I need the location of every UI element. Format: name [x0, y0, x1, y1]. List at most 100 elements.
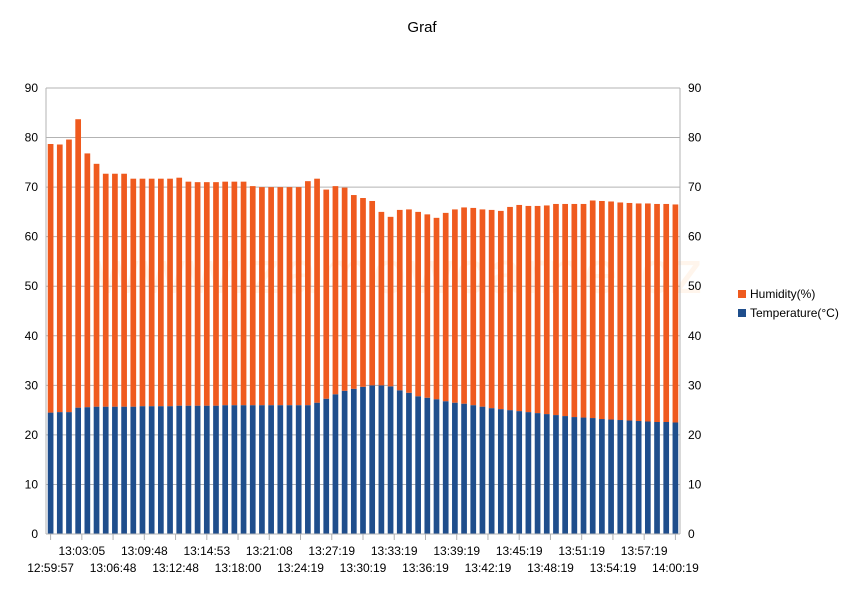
bar-temperature: [213, 405, 219, 534]
y-tick-label-left: 10: [25, 477, 39, 491]
bar-humidity: [608, 201, 614, 420]
bar-temperature: [369, 385, 376, 534]
bar-temperature: [139, 406, 146, 534]
legend-label-temperature: Temperature(°C): [750, 305, 839, 320]
bar-humidity: [635, 203, 642, 422]
y-tick-label-right: 20: [688, 428, 702, 442]
bar-temperature: [314, 402, 320, 534]
bar-temperature: [663, 422, 670, 534]
bar-humidity: [479, 209, 486, 407]
bar-temperature: [424, 397, 431, 534]
bar-temperature: [47, 412, 54, 534]
bar-temperature: [534, 413, 541, 534]
bar-temperature: [589, 418, 596, 534]
bar-humidity: [66, 139, 72, 413]
legend: Humidity(%) Temperature(°C): [738, 284, 839, 322]
x-tick-label: 13:42:19: [465, 561, 512, 575]
bar-humidity: [525, 205, 532, 413]
y-tick-label-left: 0: [31, 527, 38, 541]
y-tick-label-right: 60: [688, 230, 702, 244]
bar-humidity: [424, 214, 431, 398]
x-tick-label: 14:00:19: [652, 561, 699, 575]
bar-temperature: [516, 411, 523, 534]
bar-humidity: [158, 178, 164, 407]
x-tick-label: 13:33:19: [371, 544, 418, 558]
y-tick-label-right: 50: [688, 279, 702, 293]
bar-humidity: [470, 207, 477, 406]
y-tick-label-left: 80: [25, 131, 39, 145]
bar-temperature: [231, 405, 238, 534]
bar-temperature: [654, 422, 660, 534]
bar-humidity: [259, 187, 265, 406]
bar-humidity: [332, 186, 339, 395]
bar-humidity: [654, 203, 660, 423]
bar-temperature: [259, 405, 265, 534]
x-tick-label: 13:39:19: [433, 544, 480, 558]
legend-swatch-temperature: [738, 308, 746, 317]
bar-humidity: [406, 209, 412, 393]
bar-temperature: [608, 419, 614, 534]
bar-humidity: [369, 200, 376, 386]
bar-humidity: [47, 143, 54, 413]
bar-humidity: [461, 207, 467, 404]
x-tick-label: 13:18:00: [215, 561, 262, 575]
bar-temperature: [525, 412, 532, 534]
bar-humidity: [249, 186, 256, 406]
bar-temperature: [580, 417, 587, 534]
bar-humidity: [305, 181, 311, 406]
bar-humidity: [314, 178, 320, 403]
bar-humidity: [286, 187, 293, 406]
bar-temperature: [56, 412, 63, 534]
bar-humidity: [599, 200, 605, 420]
x-tick-label: 12:59:57: [27, 561, 74, 575]
bar-humidity: [130, 178, 137, 407]
bar-humidity: [589, 200, 596, 419]
bar-temperature: [176, 405, 183, 534]
bar-humidity: [139, 178, 146, 407]
bar-humidity: [452, 209, 458, 403]
bar-temperature: [415, 396, 421, 534]
bar-temperature: [84, 407, 91, 534]
bar-temperature: [406, 392, 412, 534]
bar-temperature: [644, 421, 651, 534]
x-tick-label: 13:12:48: [152, 561, 199, 575]
y-tick-label-left: 90: [25, 81, 39, 95]
bar-humidity: [222, 181, 229, 406]
bar-humidity: [148, 178, 155, 407]
bar-temperature: [488, 408, 495, 534]
bar-humidity: [626, 202, 633, 421]
legend-item-temperature: Temperature(°C): [738, 303, 839, 322]
bar-temperature: [470, 405, 477, 534]
y-tick-labels: 0 0 10 10 20 20 30 30 40 40 50 50 60 60 70 70 80 80 90 90: [25, 81, 702, 541]
bar-temperature: [102, 406, 109, 534]
bar-humidity: [203, 182, 210, 406]
x-tick-label: 13:51:19: [558, 544, 605, 558]
bar-temperature: [286, 405, 293, 534]
bar-humidity: [341, 187, 348, 391]
bar-temperature: [442, 401, 449, 534]
x-tick-label: 13:45:19: [496, 544, 543, 558]
bar-humidity: [121, 173, 127, 407]
bar-humidity: [268, 187, 274, 406]
y-tick-label-right: 80: [688, 131, 702, 145]
y-tick-label-right: 10: [688, 477, 702, 491]
bar-temperature: [148, 406, 155, 534]
bar-temperature: [222, 405, 229, 534]
y-tick-label-left: 20: [25, 428, 39, 442]
bar-humidity: [617, 202, 624, 421]
bar-temperature: [295, 405, 302, 534]
bar-humidity: [360, 198, 366, 387]
bars: [47, 119, 679, 534]
bar-temperature: [75, 407, 82, 534]
bar-temperature: [387, 386, 394, 534]
bar-temperature: [194, 405, 201, 534]
y-tick-label-left: 30: [25, 378, 39, 392]
bar-temperature: [672, 422, 679, 534]
bar-temperature: [599, 419, 605, 534]
bar-temperature: [360, 386, 366, 534]
legend-label-humidity: Humidity(%): [750, 286, 816, 301]
bar-temperature: [66, 412, 72, 534]
bar-humidity: [543, 205, 550, 415]
bar-humidity: [194, 182, 201, 406]
bar-temperature: [562, 416, 568, 534]
